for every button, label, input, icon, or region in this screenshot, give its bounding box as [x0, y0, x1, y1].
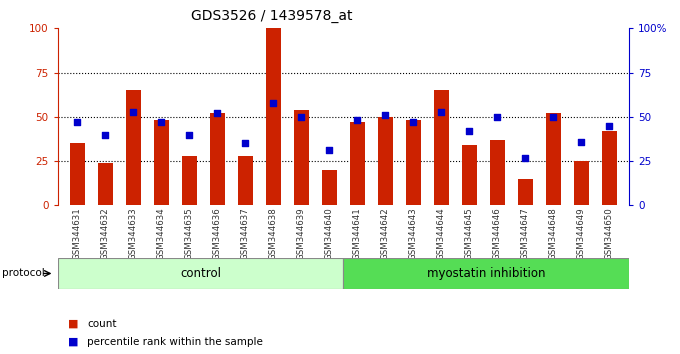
Point — [100, 132, 111, 137]
Text: GSM344650: GSM344650 — [605, 208, 614, 261]
Bar — [209, 113, 225, 205]
Point — [184, 132, 195, 137]
Point — [548, 114, 559, 120]
Text: GSM344637: GSM344637 — [241, 208, 250, 261]
Point — [352, 118, 363, 123]
Point — [464, 128, 475, 134]
Text: GSM344649: GSM344649 — [577, 208, 586, 260]
Text: GSM344632: GSM344632 — [101, 208, 110, 261]
Text: GSM344634: GSM344634 — [157, 208, 166, 261]
Text: GSM344639: GSM344639 — [297, 208, 306, 260]
Text: GSM344643: GSM344643 — [409, 208, 418, 261]
Text: ■: ■ — [68, 337, 78, 347]
Point — [212, 110, 223, 116]
Text: GSM344646: GSM344646 — [493, 208, 502, 261]
Bar — [462, 145, 477, 205]
Text: percentile rank within the sample: percentile rank within the sample — [87, 337, 263, 347]
Bar — [546, 113, 561, 205]
Point — [604, 123, 615, 129]
Bar — [343, 258, 629, 289]
Point — [492, 114, 503, 120]
Text: myostatin inhibition: myostatin inhibition — [427, 267, 545, 280]
Text: GSM344645: GSM344645 — [465, 208, 474, 261]
Text: GSM344647: GSM344647 — [521, 208, 530, 261]
Bar — [238, 156, 253, 205]
Point — [576, 139, 587, 144]
Text: GSM344648: GSM344648 — [549, 208, 558, 261]
Bar — [406, 120, 421, 205]
Point — [296, 114, 307, 120]
Point — [72, 119, 83, 125]
Text: GSM344636: GSM344636 — [213, 208, 222, 261]
Text: GSM344644: GSM344644 — [437, 208, 446, 261]
Bar — [58, 258, 343, 289]
Bar — [294, 110, 309, 205]
Point — [268, 100, 279, 105]
Text: protocol: protocol — [2, 268, 45, 279]
Point — [436, 109, 447, 114]
Point — [408, 119, 419, 125]
Text: GDS3526 / 1439578_at: GDS3526 / 1439578_at — [191, 9, 353, 23]
Text: GSM344640: GSM344640 — [325, 208, 334, 261]
Bar — [126, 90, 141, 205]
Text: GSM344638: GSM344638 — [269, 208, 278, 261]
Point — [324, 148, 335, 153]
Bar — [322, 170, 337, 205]
Bar — [602, 131, 617, 205]
Bar — [434, 90, 449, 205]
Bar — [98, 163, 113, 205]
Text: ■: ■ — [68, 319, 78, 329]
Bar — [154, 120, 169, 205]
Text: GSM344631: GSM344631 — [73, 208, 82, 261]
Point — [520, 155, 531, 160]
Point — [128, 109, 139, 114]
Text: GSM344633: GSM344633 — [129, 208, 138, 261]
Bar — [377, 117, 393, 205]
Point — [240, 141, 251, 146]
Point — [380, 112, 391, 118]
Text: count: count — [87, 319, 116, 329]
Text: GSM344635: GSM344635 — [185, 208, 194, 261]
Bar — [517, 179, 533, 205]
Text: control: control — [180, 267, 221, 280]
Bar — [70, 143, 85, 205]
Bar — [490, 140, 505, 205]
Point — [156, 119, 167, 125]
Bar — [182, 156, 197, 205]
Text: GSM344641: GSM344641 — [353, 208, 362, 261]
Bar — [350, 122, 365, 205]
Bar — [574, 161, 589, 205]
Text: GSM344642: GSM344642 — [381, 208, 390, 261]
Bar — [266, 28, 281, 205]
